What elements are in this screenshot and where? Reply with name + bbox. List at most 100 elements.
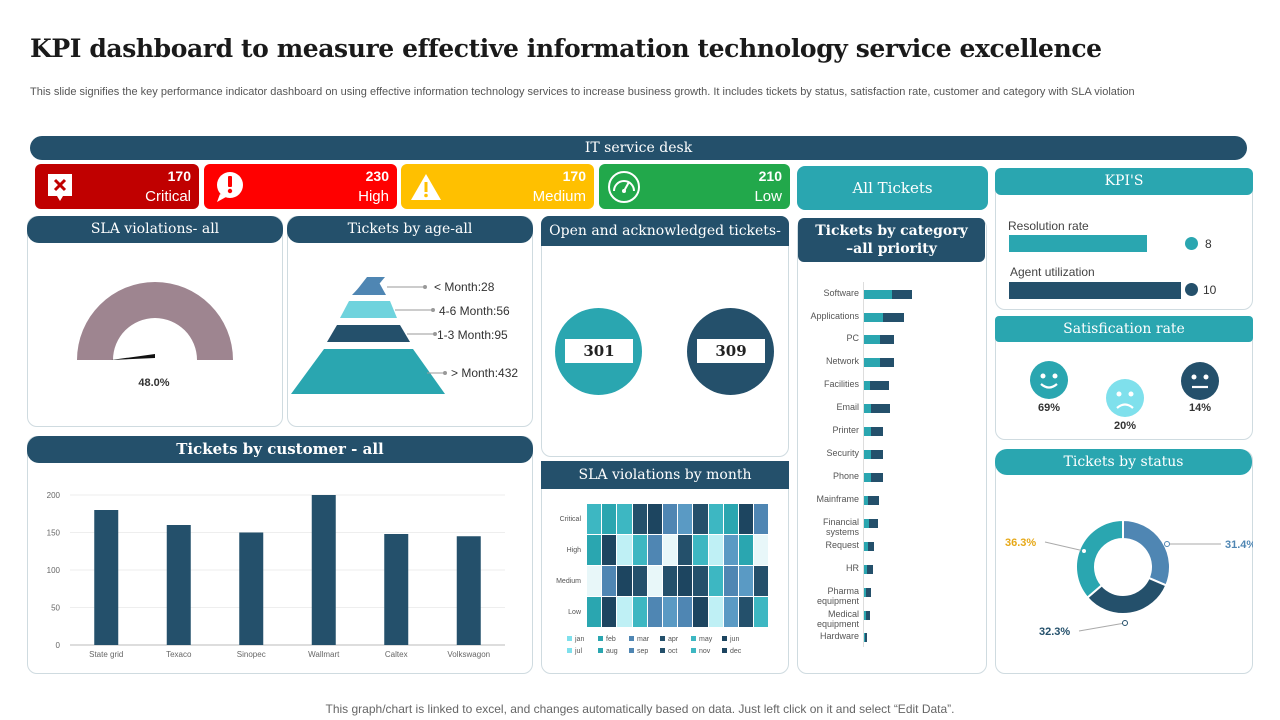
heat-legend-swatch xyxy=(598,636,603,641)
sla-all-panel xyxy=(27,216,283,427)
heat-legend-item: oct xyxy=(660,648,677,655)
heat-cell xyxy=(617,566,632,596)
heat-legend-item: apr xyxy=(660,636,678,643)
category-bar xyxy=(867,565,873,574)
category-bar xyxy=(864,611,866,620)
category-label: Security xyxy=(826,448,859,458)
heat-cell xyxy=(632,535,647,565)
age-label-4-6-month: 4-6 Month:56 xyxy=(439,304,510,318)
high-tile[interactable]: 230 High xyxy=(204,164,397,209)
low-label: Low xyxy=(754,188,782,205)
page-subtitle: This slide signifies the key performance… xyxy=(30,86,1135,98)
age-tier-over-month xyxy=(291,349,445,394)
donut-leader xyxy=(1044,541,1085,552)
category-bar xyxy=(864,290,892,299)
category-bar xyxy=(871,473,883,482)
heat-cell xyxy=(587,566,602,596)
heat-cell xyxy=(693,535,708,565)
heat-legend-item: nov xyxy=(691,648,710,655)
page-title: KPI dashboard to measure effective infor… xyxy=(30,34,1102,63)
heat-cell xyxy=(678,597,693,627)
heat-legend-swatch xyxy=(598,648,603,653)
high-count: 230 xyxy=(365,168,389,184)
donut-leader-dot xyxy=(1081,548,1087,554)
heat-cell xyxy=(739,597,754,627)
heat-cell xyxy=(723,504,738,534)
low-count: 210 xyxy=(758,168,782,184)
category-bar xyxy=(866,588,871,597)
x-tick-label: Wallmart xyxy=(308,650,340,659)
heat-legend-label: dec xyxy=(730,648,742,655)
heat-cell xyxy=(602,504,617,534)
category-bar xyxy=(880,335,894,344)
heat-cell xyxy=(587,504,602,534)
sla-month-heatmap: Critical High Medium Low jan feb mar apr may jun j… xyxy=(541,500,789,670)
age-tier-4-6-month xyxy=(340,301,397,318)
sla-gauge-needle xyxy=(111,354,155,360)
category-bar xyxy=(864,633,865,642)
customer-bar xyxy=(311,495,336,645)
category-bar xyxy=(865,633,867,642)
donut-label: 36.3% xyxy=(1005,537,1036,549)
x-tick-label: Sinopec xyxy=(237,650,266,659)
agent-utilization-bar xyxy=(1009,282,1181,299)
heat-legend-label: sep xyxy=(637,648,649,655)
resolution-rate-value: 8 xyxy=(1205,237,1212,251)
heat-legend-swatch xyxy=(722,648,727,653)
category-label: Pharma equipment xyxy=(816,586,859,606)
x-tick-label: Caltex xyxy=(385,650,408,659)
category-label: Request xyxy=(825,540,859,550)
category-label: Phone xyxy=(832,471,859,481)
critical-tile[interactable]: 170 Critical xyxy=(35,164,199,209)
category-panel xyxy=(797,218,987,674)
donut-slice xyxy=(1122,518,1171,587)
critical-label: Critical xyxy=(145,188,191,205)
category-bar xyxy=(892,290,912,299)
customer-bar xyxy=(456,536,481,645)
heat-cell xyxy=(632,597,647,627)
category-bar xyxy=(864,427,871,436)
satisfaction-header: Satisfication rate xyxy=(995,316,1253,342)
kpis-header: KPI'S xyxy=(995,168,1253,195)
heat-row-label: Critical xyxy=(559,516,581,523)
x-tick-label: Volkswagon xyxy=(447,650,490,659)
donut-leader-dot xyxy=(1122,620,1128,626)
heat-legend-item: may xyxy=(691,636,712,643)
age-label-over-month: > Month:432 xyxy=(451,366,519,380)
heat-cell xyxy=(723,535,738,565)
heat-cell xyxy=(678,566,693,596)
sad-rate: 20% xyxy=(1113,420,1137,432)
low-tile[interactable]: 210 Low xyxy=(599,164,790,209)
open-tickets-value: 301 xyxy=(565,339,633,363)
all-tickets-button[interactable]: All Tickets xyxy=(797,166,988,210)
age-tier-under-1-month xyxy=(352,277,386,295)
heat-cell xyxy=(678,504,693,534)
age-pyramid xyxy=(291,277,447,394)
exclamation-bubble-icon xyxy=(217,172,243,202)
category-bar xyxy=(864,381,870,390)
status-panel xyxy=(995,450,1253,674)
heat-legend-label: aug xyxy=(606,648,618,655)
heat-cell xyxy=(587,597,602,627)
category-bar xyxy=(871,404,890,413)
customer-header: Tickets by customer - all xyxy=(27,436,533,463)
heat-cell xyxy=(723,566,738,596)
heat-legend-label: apr xyxy=(668,636,679,643)
y-tick-label: 150 xyxy=(47,529,61,538)
heat-legend-item: feb xyxy=(598,636,616,643)
heat-cell xyxy=(708,566,723,596)
heat-cell xyxy=(647,535,662,565)
heat-legend-item: aug xyxy=(598,648,618,655)
x-tick-label: Texaco xyxy=(166,650,192,659)
heat-cell xyxy=(647,504,662,534)
category-label: Hardware xyxy=(819,631,859,641)
heat-cell xyxy=(754,535,769,565)
donut-leader-dot xyxy=(1164,541,1170,547)
heat-cell xyxy=(708,504,723,534)
heat-legend-swatch xyxy=(691,636,696,641)
medium-tile[interactable]: 170 Medium xyxy=(401,164,594,209)
medium-label: Medium xyxy=(532,188,586,205)
critical-alert-icon xyxy=(48,174,72,201)
heat-legend-label: may xyxy=(699,636,713,643)
